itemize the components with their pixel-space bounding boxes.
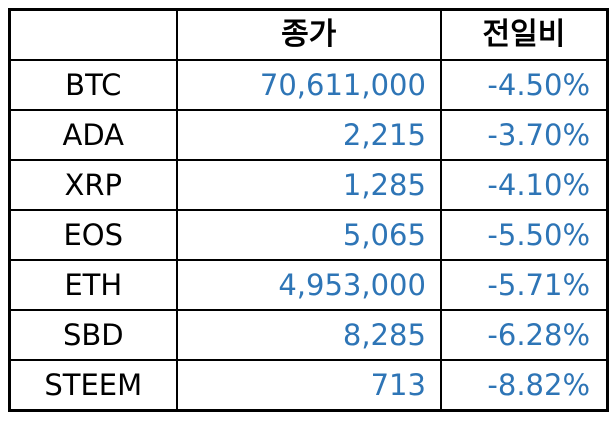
table-row: XRP 1,285 -4.10% [8,159,609,211]
table-row: ADA 2,215 -3.70% [8,109,609,161]
table-row: ETH 4,953,000 -5.71% [8,259,609,311]
ticker-cell: ETH [8,259,178,311]
ticker-cell: BTC [8,59,178,111]
table-header-row: 종가 전일비 [8,8,609,61]
close-price-cell: 713 [175,359,442,412]
column-header-change: 전일비 [439,8,609,61]
table-row: EOS 5,065 -5.50% [8,209,609,261]
close-price-cell: 1,285 [175,159,442,211]
corner-header-cell [8,8,178,61]
table-row: STEEM 713 -8.82% [8,359,609,412]
table-row: BTC 70,611,000 -4.50% [8,59,609,111]
change-cell: -3.70% [439,109,609,161]
change-cell: -5.71% [439,259,609,311]
close-price-cell: 70,611,000 [175,59,442,111]
ticker-cell: STEEM [8,359,178,412]
ticker-cell: XRP [8,159,178,211]
close-price-cell: 4,953,000 [175,259,442,311]
change-cell: -5.50% [439,209,609,261]
table-row: SBD 8,285 -6.28% [8,309,609,361]
change-cell: -8.82% [439,359,609,412]
change-cell: -6.28% [439,309,609,361]
close-price-cell: 8,285 [175,309,442,361]
change-cell: -4.50% [439,59,609,111]
ticker-cell: ADA [8,109,178,161]
ticker-cell: EOS [8,209,178,261]
close-price-cell: 5,065 [175,209,442,261]
column-header-close: 종가 [175,8,442,61]
crypto-price-table: 종가 전일비 BTC 70,611,000 -4.50% ADA 2,215 -… [8,8,609,412]
close-price-cell: 2,215 [175,109,442,161]
ticker-cell: SBD [8,309,178,361]
change-cell: -4.10% [439,159,609,211]
